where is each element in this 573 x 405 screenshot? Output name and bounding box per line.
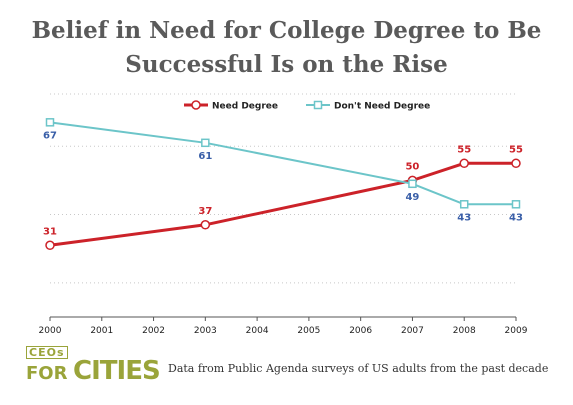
dont-need-degree-data-label: 67 — [43, 130, 57, 141]
dont-need-degree-point — [408, 179, 417, 189]
legend-dont-need-degree-label: Don't Need Degree — [334, 102, 430, 112]
x-tick-label: 2001 — [90, 326, 113, 336]
need-degree-line — [49, 161, 516, 247]
need-degree-data-label: 37 — [198, 206, 212, 217]
legend-need-degree-label: Need Degree — [212, 102, 278, 112]
dont-need-degree-data-label: 43 — [509, 212, 523, 223]
need-degree-data-label: 50 — [405, 161, 419, 172]
x-tick-label: 2000 — [39, 326, 62, 336]
dont-need-degree-point — [201, 138, 210, 148]
x-tick-label: 2008 — [453, 326, 476, 336]
ceos-for-cities-logo: CEOs FOR CITIES — [26, 346, 161, 388]
title-line-1: Belief in Need for College Degree to Be — [31, 17, 542, 44]
source-note: Data from Public Agenda surveys of US ad… — [168, 362, 549, 375]
x-tick-label: 2005 — [297, 326, 320, 336]
dont-need-degree-data-label: 49 — [405, 192, 419, 203]
dont-need-degree-point — [459, 200, 469, 209]
title-line-2: Successful Is on the Rise — [125, 51, 448, 78]
need-degree-data-label: 55 — [509, 144, 523, 155]
need-degree-point — [45, 240, 55, 251]
dont-need-degree-data-label: 43 — [457, 212, 471, 223]
logo-cities-text: CITIES — [73, 356, 161, 386]
need-degree-point — [511, 158, 521, 169]
legend-dont-need-degree-marker — [313, 100, 323, 110]
x-tick-label: 2003 — [194, 326, 217, 336]
chart-title: Belief in Need for College Degree to Be … — [0, 14, 573, 82]
x-tick-label: 2002 — [142, 326, 165, 336]
logo-for-text: FOR — [26, 363, 68, 384]
legend-need-degree-marker — [191, 100, 201, 110]
dont-need-degree-point — [511, 200, 521, 209]
dont-need-degree-line — [49, 121, 516, 206]
x-tick-label: 2004 — [246, 326, 269, 336]
logo-ceos-text: CEOs — [26, 346, 68, 359]
dont-need-degree-data-label: 61 — [198, 151, 212, 162]
x-tick-label: 2006 — [349, 326, 372, 336]
x-tick-label: 2007 — [401, 326, 424, 336]
logo-for-cities: FOR CITIES — [26, 356, 161, 387]
need-degree-data-label: 55 — [457, 144, 471, 155]
x-tick-label: 2009 — [505, 326, 528, 336]
dont-need-degree-point — [45, 118, 55, 127]
need-degree-data-label: 31 — [43, 226, 57, 237]
need-degree-point — [459, 158, 469, 169]
need-degree-point — [200, 220, 211, 230]
